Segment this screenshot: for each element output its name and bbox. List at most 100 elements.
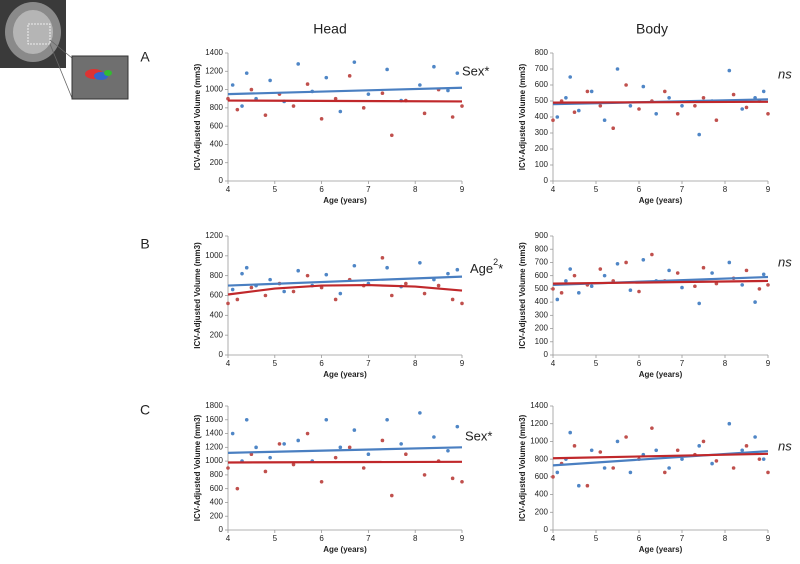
mri-brain-inner [13, 10, 53, 54]
point [701, 439, 706, 444]
point [338, 291, 343, 296]
zoom-box [27, 23, 51, 45]
point [361, 466, 366, 470]
x-tick-label: 5 [273, 359, 278, 368]
x-tick-label: 5 [594, 534, 599, 543]
y-tick-label: 200 [210, 511, 224, 520]
point [697, 301, 701, 306]
y-tick-label: 200 [210, 330, 224, 339]
x-tick-label: 6 [319, 185, 324, 194]
y-axis-label: ICV-Adjusted Volume (mm3) [193, 414, 202, 521]
y-tick-label: 800 [210, 470, 224, 479]
y-tick-label: 1800 [205, 401, 223, 410]
fit-line [227, 283, 463, 296]
point [450, 476, 455, 481]
point [602, 466, 607, 470]
x-axis-label: Age (years) [323, 370, 367, 379]
point [650, 252, 654, 257]
point [268, 455, 272, 460]
y-tick-label: 400 [210, 310, 224, 319]
fit-line [227, 446, 463, 454]
point [572, 444, 577, 448]
x-tick-label: 5 [273, 534, 278, 543]
x-tick-label: 6 [637, 534, 642, 543]
x-tick-label: 8 [413, 534, 418, 543]
y-tick-label: 1000 [205, 456, 223, 465]
point [602, 273, 607, 278]
y-tick-label: 400 [210, 140, 224, 149]
point [305, 431, 310, 436]
row-label: A [140, 49, 150, 65]
y-tick-label: 600 [535, 271, 549, 280]
point [589, 89, 594, 94]
point [244, 417, 249, 422]
point [611, 466, 615, 470]
y-tick-label: 200 [535, 324, 549, 333]
point [235, 486, 240, 491]
y-tick-label: 600 [535, 472, 549, 481]
fit-line [227, 460, 463, 464]
annotation: ns [778, 438, 792, 453]
y-tick-label: 1200 [205, 66, 223, 75]
point [324, 417, 329, 422]
x-tick-label: 9 [460, 185, 465, 194]
y-tick-label: 1200 [530, 419, 548, 428]
point [455, 424, 460, 429]
y-tick-label: 1000 [205, 85, 223, 94]
y-tick-label: 500 [535, 96, 549, 105]
y-tick-label: 0 [219, 525, 224, 534]
point [624, 260, 628, 265]
y-tick-label: 1400 [530, 401, 548, 410]
point [282, 442, 286, 446]
point [761, 89, 766, 94]
point [727, 421, 732, 426]
point [675, 271, 680, 275]
y-axis-label: ICV-Adjusted Volume (mm3) [518, 242, 527, 349]
point [598, 104, 603, 108]
point [744, 105, 749, 110]
point [731, 466, 736, 470]
point [450, 115, 455, 119]
x-tick-label: 7 [366, 359, 371, 368]
x-tick-label: 6 [637, 185, 642, 194]
point [249, 285, 254, 290]
point [422, 111, 427, 116]
point [324, 75, 329, 80]
y-tick-label: 1200 [205, 231, 223, 240]
y-tick-label: 900 [535, 231, 549, 240]
y-tick-label: 0 [544, 350, 549, 359]
point [282, 289, 286, 294]
point [404, 452, 408, 457]
point [244, 71, 249, 75]
point [230, 287, 235, 292]
point [753, 300, 757, 304]
annotation: ns [778, 66, 792, 81]
point [446, 448, 450, 453]
x-tick-label: 9 [766, 185, 771, 194]
point [418, 83, 422, 87]
annotation: ns [778, 254, 792, 269]
point [555, 470, 560, 475]
x-tick-label: 4 [551, 185, 556, 194]
y-tick-label: 1000 [205, 251, 223, 260]
x-tick-label: 9 [460, 359, 465, 368]
point [296, 268, 301, 273]
point [727, 260, 732, 265]
point [731, 92, 736, 97]
point [235, 107, 240, 112]
point [244, 265, 249, 270]
column-header: Head [313, 21, 346, 37]
point [637, 107, 641, 111]
y-tick-label: 700 [535, 64, 549, 73]
y-tick-label: 100 [535, 337, 549, 346]
point [568, 75, 572, 79]
point [263, 113, 268, 117]
x-tick-label: 4 [226, 185, 231, 194]
zoom-line [49, 39, 73, 59]
point [436, 283, 441, 288]
point [380, 438, 385, 443]
point [624, 435, 628, 439]
point [577, 291, 581, 295]
point [555, 115, 560, 119]
